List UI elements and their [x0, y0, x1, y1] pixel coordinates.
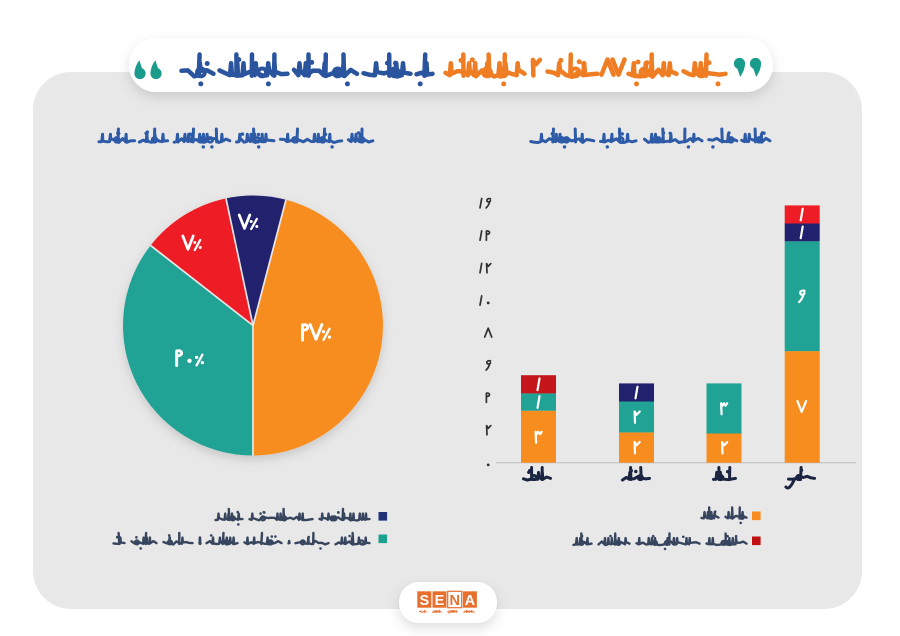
- svg-text:E: E: [435, 593, 445, 609]
- svg-text:N: N: [449, 593, 459, 609]
- svg-text:A: A: [465, 593, 476, 609]
- svg-text:S: S: [419, 593, 429, 609]
